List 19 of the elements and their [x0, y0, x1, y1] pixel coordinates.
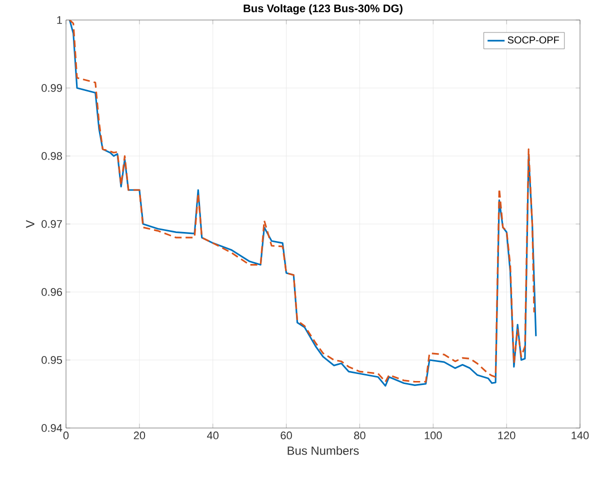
- x-tick-label: 80: [354, 432, 366, 440]
- y-tick-label: 1: [57, 16, 62, 24]
- x-tick-label: 120: [498, 432, 516, 440]
- x-tick-label: 140: [572, 432, 589, 440]
- chart-title: Bus Voltage (123 Bus-30% DG): [244, 4, 402, 15]
- x-axis-title: Bus Numbers: [288, 446, 359, 455]
- y-tick-label: 0.99: [42, 84, 62, 92]
- y-tick-label: 0.98: [42, 152, 62, 160]
- x-tick-label: 60: [280, 432, 292, 440]
- x-tick-label: 100: [424, 432, 442, 440]
- x-tick-label: 0: [63, 432, 69, 440]
- legend-label: SOCP-OPF: [508, 36, 560, 44]
- y-axis-title: V: [26, 220, 34, 228]
- x-tick-label: 20: [134, 432, 146, 440]
- y-tick-label: 0.96: [42, 288, 62, 296]
- x-tick-label: 40: [207, 432, 219, 440]
- y-tick-label: 0.94: [42, 424, 62, 432]
- y-tick-label: 0.95: [42, 356, 62, 364]
- y-tick-label: 0.97: [42, 220, 62, 228]
